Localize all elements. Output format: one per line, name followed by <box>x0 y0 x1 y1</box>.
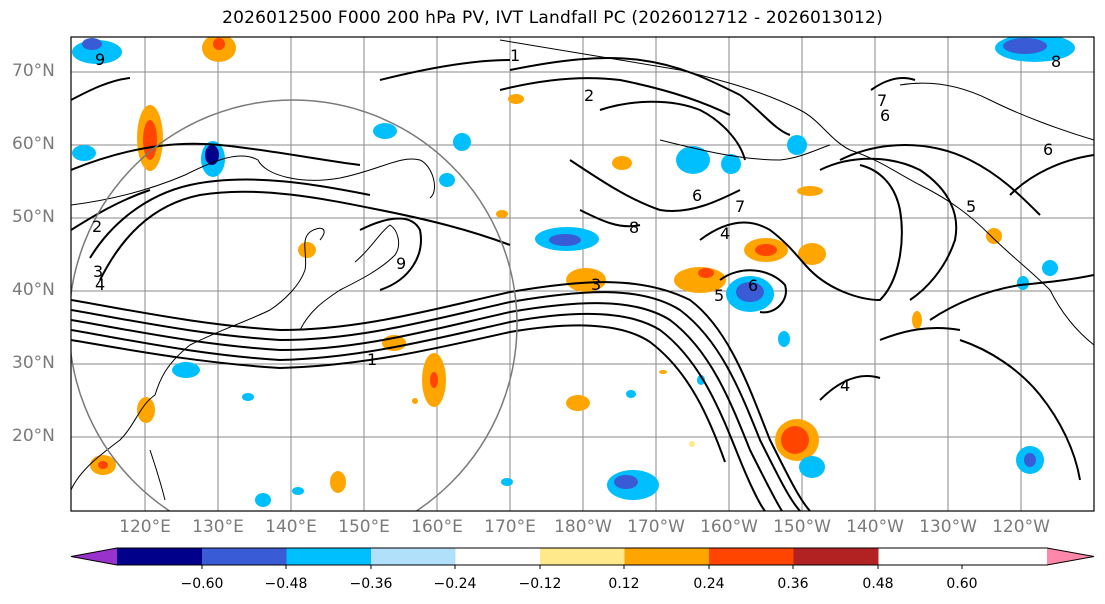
pv-contours <box>71 57 1094 511</box>
colorbar <box>70 547 1095 569</box>
contour-label: 1 <box>510 46 521 65</box>
colorbar-tick-label: 0.12 <box>608 576 640 592</box>
colorbar-segment <box>709 548 794 565</box>
lon-label: 160°W <box>700 517 758 537</box>
colorbar-segment <box>371 548 456 565</box>
colorbar-tick-label: 0.24 <box>693 576 725 592</box>
contour-label: 5 <box>714 286 725 305</box>
contour-label: 4 <box>840 376 851 395</box>
lon-label: 130°W <box>919 517 977 537</box>
lon-label: 130°E <box>192 517 244 537</box>
colorbar-tick-label: 0.60 <box>946 576 978 592</box>
colorbar-tick-label: −0.24 <box>433 576 477 592</box>
lon-label: 160°E <box>411 517 463 537</box>
coastlines <box>71 39 1094 501</box>
ivt-shading <box>72 37 1075 507</box>
contour-label: 7 <box>735 197 746 216</box>
colorbar-tick-label: −0.48 <box>264 576 308 592</box>
contour-label: 5 <box>966 197 977 216</box>
contour-label: 3 <box>93 262 104 281</box>
lon-label: 180°W <box>554 517 612 537</box>
colorbar-tick-label: −0.36 <box>349 576 393 592</box>
contour-label: 1 <box>367 350 378 369</box>
lat-label-60N: 60°N <box>12 134 55 154</box>
contour-label: 8 <box>629 218 640 237</box>
lon-label: 120°W <box>992 517 1050 537</box>
contour-label: 3 <box>591 275 602 294</box>
lat-label-70N: 70°N <box>12 61 55 81</box>
lat-label-20N: 20°N <box>12 426 55 446</box>
contour-label: 4 <box>720 224 731 243</box>
lon-label: 170°E <box>484 517 536 537</box>
colorbar-tick-label: 0.48 <box>862 576 894 592</box>
map-frame <box>70 36 1095 512</box>
contour-label: 6 <box>748 276 759 295</box>
contour-label: 6 <box>1043 140 1054 159</box>
colorbar-segment <box>117 548 203 565</box>
lon-label: 150°E <box>338 517 390 537</box>
colorbar-extend-min <box>71 548 117 565</box>
lat-label-40N: 40°N <box>12 280 55 300</box>
colorbar-outline <box>70 547 1095 566</box>
colorbar-tick-label: 0.36 <box>777 576 809 592</box>
plot-title: 2026012500 F000 200 hPa PV, IVT Landfall… <box>222 8 883 28</box>
range-circle <box>71 99 518 511</box>
contour-label: 4 <box>95 275 106 294</box>
contour-label: 9 <box>95 50 106 69</box>
contour-label: 2 <box>584 86 595 105</box>
colorbar-segment <box>286 548 372 565</box>
contour-label: 9 <box>396 254 407 273</box>
contour-label: 7 <box>877 91 888 110</box>
contour-label: 6 <box>692 186 703 205</box>
lon-label: 120°E <box>119 517 171 537</box>
colorbar-tick-label: −0.60 <box>180 576 224 592</box>
lat-label-50N: 50°N <box>12 207 55 227</box>
contour-label: 6 <box>880 106 891 125</box>
colorbar-segment <box>540 548 625 565</box>
colorbar-segment <box>624 548 710 565</box>
contour-label: 8 <box>1051 52 1062 71</box>
colorbar-extend-max <box>1047 548 1094 565</box>
colorbar-segment <box>202 548 287 565</box>
colorbar-segment <box>455 548 541 565</box>
colorbar-tick-label: −0.12 <box>518 576 562 592</box>
lon-label: 170°W <box>627 517 685 537</box>
contour-label: 2 <box>92 217 103 236</box>
lon-label: 140°W <box>846 517 904 537</box>
lat-label-30N: 30°N <box>12 353 55 373</box>
lon-label: 140°E <box>265 517 317 537</box>
gridlines <box>71 37 1094 511</box>
lon-label: 150°W <box>773 517 831 537</box>
colorbar-segment <box>793 548 879 565</box>
